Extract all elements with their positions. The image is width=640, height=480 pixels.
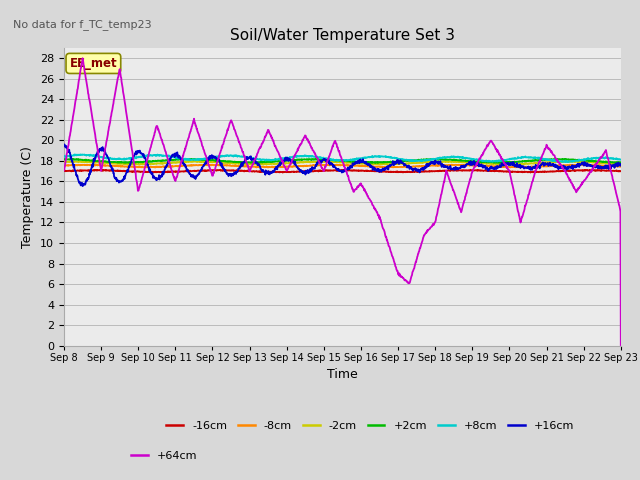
Y-axis label: Temperature (C): Temperature (C) [22, 146, 35, 248]
Text: No data for f_TC_temp23: No data for f_TC_temp23 [13, 19, 152, 30]
Title: Soil/Water Temperature Set 3: Soil/Water Temperature Set 3 [230, 28, 455, 43]
Legend: +64cm: +64cm [127, 446, 202, 465]
X-axis label: Time: Time [327, 368, 358, 381]
Text: EE_met: EE_met [70, 57, 117, 70]
